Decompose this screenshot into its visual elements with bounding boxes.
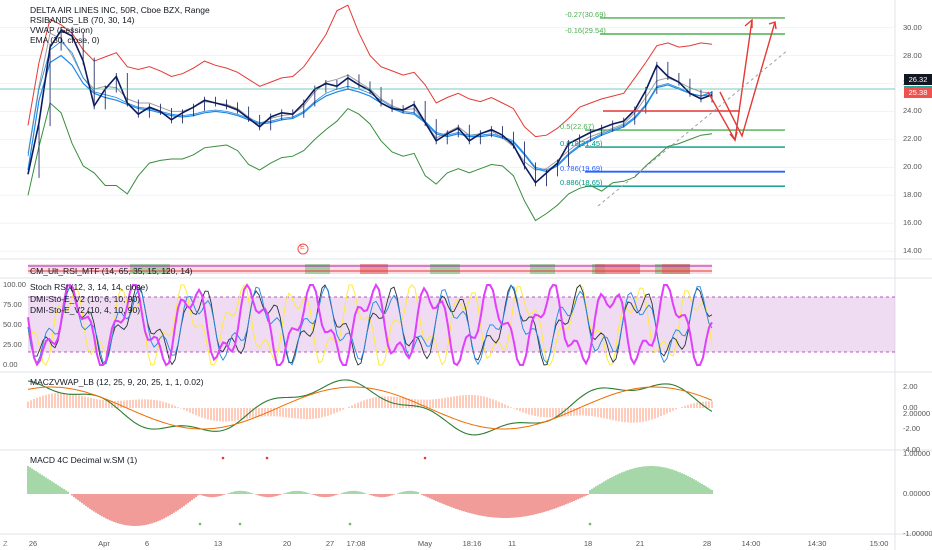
time-tick: May: [417, 539, 433, 548]
cm-ult-rsi-label[interactable]: CM_Ult_RSI_MTF (14, 65, 35, 15, 120, 14): [30, 266, 193, 276]
price-series: [27, 4, 713, 222]
fib-level-label: 0.886(18.65): [560, 178, 603, 188]
price-tick: 18.00: [903, 190, 922, 200]
dmi-sto-label-1[interactable]: DMI-Sto-E_V2 (10, 6, 10, 90): [30, 294, 141, 304]
time-tick: 13: [213, 539, 223, 548]
macd-tick: 1.00000: [903, 449, 931, 458]
fib-level-label: 0.5(22.67): [560, 122, 595, 132]
time-tick: 17:08: [346, 539, 366, 548]
cm-ult-red-zone: [662, 264, 690, 274]
cm-ult-rsi-pane: [28, 264, 712, 274]
zoom-corner-icon[interactable]: Z: [3, 539, 8, 548]
macz-tick: -2.00: [903, 424, 921, 433]
stoch-tick: 100.00: [3, 280, 26, 289]
chart-title: DELTA AIR LINES INC, 50R, Cboe BZX, Rang…: [30, 5, 210, 15]
time-tick: Apr: [98, 539, 110, 548]
stoch-tick: 0.00: [3, 360, 18, 369]
legend-ema[interactable]: EMA (30, close, 0): [30, 35, 100, 45]
macd-signal-dot: [588, 522, 592, 526]
macd-signal-dot: [265, 456, 269, 460]
drawing-annotations: [0, 18, 895, 207]
macz-tick: 0.00: [903, 403, 918, 412]
time-tick: 26: [28, 539, 38, 548]
time-tick: 18:16: [462, 539, 482, 548]
cm-ult-red-zone: [360, 264, 388, 274]
event-marker-label: E: [300, 244, 305, 251]
legend-vwap[interactable]: VWAP (Session): [30, 25, 93, 35]
macd-signal-dot: [423, 456, 427, 460]
price-tick: 28.00: [903, 50, 922, 60]
macd-4c-pane: [27, 456, 713, 526]
fib-level-label: -0.27(30.69): [565, 9, 606, 19]
price-tick: 16.00: [903, 218, 922, 228]
cm-ult-green-zone: [130, 264, 170, 274]
macd-tick: 0.00000: [903, 489, 931, 498]
cm-ult-red-zone: [595, 264, 640, 274]
fib-level-label: 0.618(21.45): [560, 139, 603, 149]
time-tick: 15:00: [869, 539, 889, 548]
time-tick: 21: [635, 539, 645, 548]
fib-retracement: [585, 17, 785, 187]
price-tick: 30.00: [903, 22, 922, 32]
macd-signal-dot: [221, 456, 225, 460]
price-tick: 24.00: [903, 106, 922, 116]
price-badge: 26.32: [904, 73, 932, 85]
macd-signal-dot: [238, 522, 242, 526]
legend-rsibands[interactable]: RSIBANDS_LB (70, 30, 14): [30, 15, 135, 25]
price-tick: 22.00: [903, 134, 922, 144]
macz-line: [27, 379, 713, 436]
price-tick: 20.00: [903, 162, 922, 172]
macz-signal-line: [27, 386, 713, 430]
time-tick: 20: [282, 539, 292, 548]
stoch-tick: 75.00: [3, 300, 22, 309]
time-tick: 11: [508, 539, 516, 548]
maczvwap-pane: [27, 379, 713, 436]
stoch-d-line: [27, 282, 713, 367]
dmi-sto-line-2: [27, 284, 713, 366]
series-rsibands-upper: [27, 4, 713, 138]
time-tick: 14:00: [741, 539, 761, 548]
time-tick: 18: [583, 539, 593, 548]
macd-signal-dot: [198, 522, 202, 526]
price-badge: 25.38: [904, 86, 932, 98]
macd-tick: 2.00000: [903, 409, 931, 418]
cm-ult-green-zone: [305, 264, 330, 274]
macz-tick: -4.00: [903, 445, 921, 454]
series-ema-grey-: [27, 32, 713, 171]
price-tick: 14.00: [903, 246, 922, 256]
series-ema-30-close-0-: [27, 54, 713, 173]
grid-lines: [0, 27, 895, 252]
series-price: [27, 29, 713, 184]
time-tick: 27: [325, 539, 335, 548]
time-tick: 28: [702, 539, 712, 548]
fib-level-label: 0.786(19.69): [560, 163, 603, 173]
macd-tick: -1.00000: [903, 529, 932, 538]
cm-ult-green-zone: [530, 264, 555, 274]
stoch-tick: 25.00: [3, 340, 22, 349]
macd-signal-dot: [348, 522, 352, 526]
time-tick: 6: [144, 539, 150, 548]
dmi-sto-label-2[interactable]: DMI-Sto-E_V2 (10, 4, 10, 90): [30, 305, 141, 315]
cm-ult-green-zone: [430, 264, 460, 274]
stoch-tick: 50.00: [3, 320, 22, 329]
series-rsibands-lower: [27, 102, 713, 222]
macd-label[interactable]: MACD 4C Decimal w.SM (1): [30, 455, 138, 465]
fib-level-label: -0.16(29.54): [565, 25, 606, 35]
stoch-rsi-label[interactable]: Stoch RSI (12, 3, 14, 14, close): [30, 282, 149, 292]
time-tick: 14:30: [807, 539, 827, 548]
maczvwap-label[interactable]: MACZVWAP_LB (12, 25, 9, 20, 25, 1, 1, 0.…: [30, 377, 204, 387]
macz-tick: 2.00: [903, 382, 918, 391]
stoch-rsi-pane: [27, 282, 713, 367]
earnings-event-marker[interactable]: [297, 243, 309, 255]
